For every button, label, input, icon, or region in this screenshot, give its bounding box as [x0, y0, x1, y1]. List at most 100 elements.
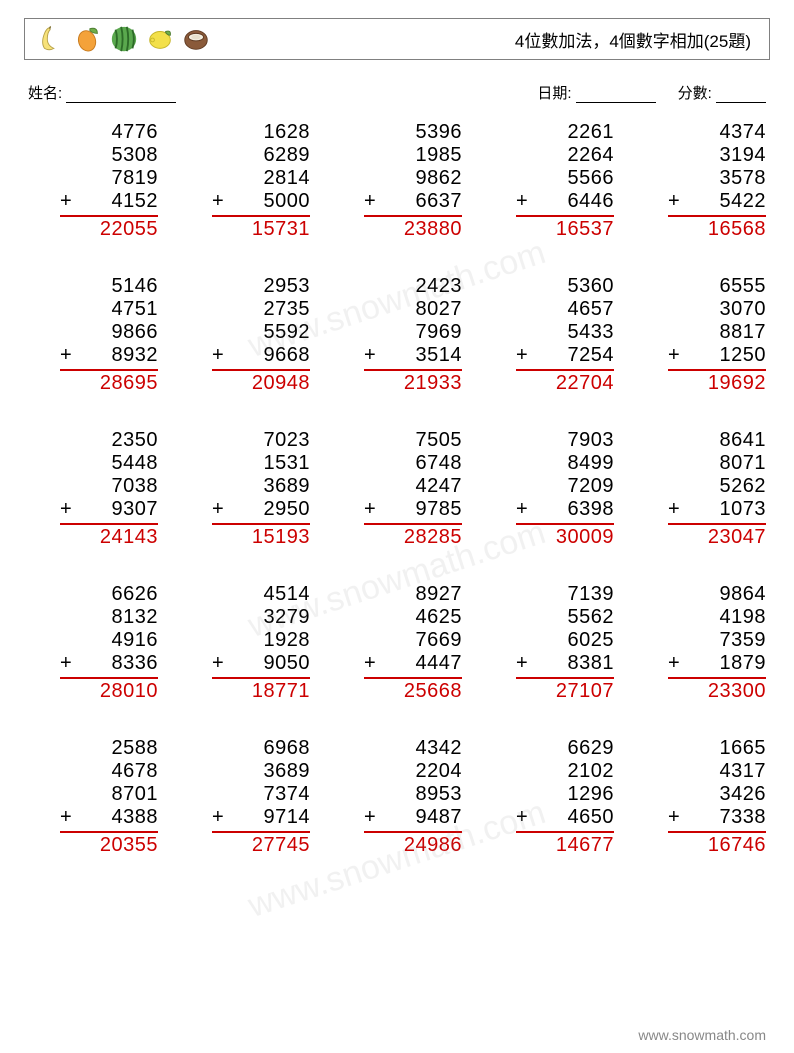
name-label: 姓名: [28, 82, 176, 103]
addend: 5566 [516, 167, 614, 190]
mango-icon [73, 24, 103, 54]
plus-sign: + [668, 344, 680, 367]
problem-inner: 166543173426+733816746 [668, 737, 766, 857]
problem-inner: 655530708817+125019692 [668, 275, 766, 395]
addend-last: +9307 [60, 498, 158, 521]
answer: 28285 [364, 525, 462, 549]
plus-sign: + [364, 190, 376, 213]
plus-sign: + [364, 498, 376, 521]
addend: 8817 [668, 321, 766, 344]
addend: 4247 [364, 475, 462, 498]
watermelon-icon [109, 24, 139, 54]
addend-value: 9668 [264, 344, 311, 367]
addend-last: +8381 [516, 652, 614, 675]
plus-sign: + [668, 806, 680, 829]
problem: 437431943578+542216568 [636, 121, 766, 241]
answer: 28010 [60, 679, 158, 703]
addend-last: +6398 [516, 498, 614, 521]
meta-row: 姓名: 日期: 分數: [24, 82, 770, 103]
addend: 5592 [212, 321, 310, 344]
answer: 23300 [668, 679, 766, 703]
addend-value: 5000 [264, 190, 311, 213]
answer: 22704 [516, 371, 614, 395]
addend: 2814 [212, 167, 310, 190]
answer: 25668 [364, 679, 462, 703]
addend: 3689 [212, 760, 310, 783]
answer: 23880 [364, 217, 462, 241]
addend-last: +9487 [364, 806, 462, 829]
problem: 713955626025+838127107 [484, 583, 614, 703]
addend-last: +1250 [668, 344, 766, 367]
addend-value: 1250 [720, 344, 767, 367]
plus-sign: + [516, 498, 528, 521]
addend-last: +7254 [516, 344, 614, 367]
addend: 4342 [364, 737, 462, 760]
addend: 1531 [212, 452, 310, 475]
addend-value: 4447 [416, 652, 463, 675]
worksheet-title: 4位數加法，4個數字相加(25題) [515, 27, 757, 52]
problem-inner: 864180715262+107323047 [668, 429, 766, 549]
addend: 6289 [212, 144, 310, 167]
addend-value: 4152 [112, 190, 159, 213]
addend-value: 1073 [720, 498, 767, 521]
addend: 1928 [212, 629, 310, 652]
problem: 162862892814+500015731 [180, 121, 310, 241]
addend: 2264 [516, 144, 614, 167]
plus-sign: + [364, 652, 376, 675]
addend-value: 9307 [112, 498, 159, 521]
addend-value: 1879 [720, 652, 767, 675]
problem: 235054487038+930724143 [28, 429, 158, 549]
problem: 451432791928+905018771 [180, 583, 310, 703]
addend: 1985 [364, 144, 462, 167]
worksheet-page: www.snowmath.com www.snowmath.com www.sn… [0, 0, 794, 1053]
addend: 2350 [60, 429, 158, 452]
plus-sign: + [668, 498, 680, 521]
addend-last: +5000 [212, 190, 310, 213]
addend: 6555 [668, 275, 766, 298]
addend-value: 4650 [568, 806, 615, 829]
answer: 24143 [60, 525, 158, 549]
plus-sign: + [60, 806, 72, 829]
problem-inner: 713955626025+838127107 [516, 583, 614, 703]
addend: 5360 [516, 275, 614, 298]
addend: 4317 [668, 760, 766, 783]
answer: 20948 [212, 371, 310, 395]
addend-value: 9050 [264, 652, 311, 675]
addend: 1296 [516, 783, 614, 806]
plus-sign: + [516, 806, 528, 829]
addend: 9866 [60, 321, 158, 344]
addend: 7038 [60, 475, 158, 498]
addend: 7209 [516, 475, 614, 498]
addend-last: +9050 [212, 652, 310, 675]
addend-last: +8932 [60, 344, 158, 367]
addend: 7819 [60, 167, 158, 190]
plus-sign: + [60, 344, 72, 367]
problem-inner: 162862892814+500015731 [212, 121, 310, 241]
addend: 2735 [212, 298, 310, 321]
addend: 8953 [364, 783, 462, 806]
plus-sign: + [212, 652, 224, 675]
addend: 5146 [60, 275, 158, 298]
addend: 3070 [668, 298, 766, 321]
banana-icon [37, 24, 67, 54]
problem: 539619859862+663723880 [332, 121, 462, 241]
addend-last: +1073 [668, 498, 766, 521]
plus-sign: + [516, 344, 528, 367]
answer: 15193 [212, 525, 310, 549]
addend: 8132 [60, 606, 158, 629]
addend: 3578 [668, 167, 766, 190]
problem-inner: 986441987359+187923300 [668, 583, 766, 703]
addend: 7139 [516, 583, 614, 606]
answer: 20355 [60, 833, 158, 857]
addend: 4678 [60, 760, 158, 783]
problem: 536046575433+725422704 [484, 275, 614, 395]
problem-inner: 696836897374+971427745 [212, 737, 310, 857]
addend-value: 6398 [568, 498, 615, 521]
problem: 702315313689+295015193 [180, 429, 310, 549]
addend-value: 9785 [416, 498, 463, 521]
header-icons [37, 24, 211, 54]
addend: 2588 [60, 737, 158, 760]
plus-sign: + [364, 344, 376, 367]
addend: 7969 [364, 321, 462, 344]
problem-inner: 235054487038+930724143 [60, 429, 158, 549]
